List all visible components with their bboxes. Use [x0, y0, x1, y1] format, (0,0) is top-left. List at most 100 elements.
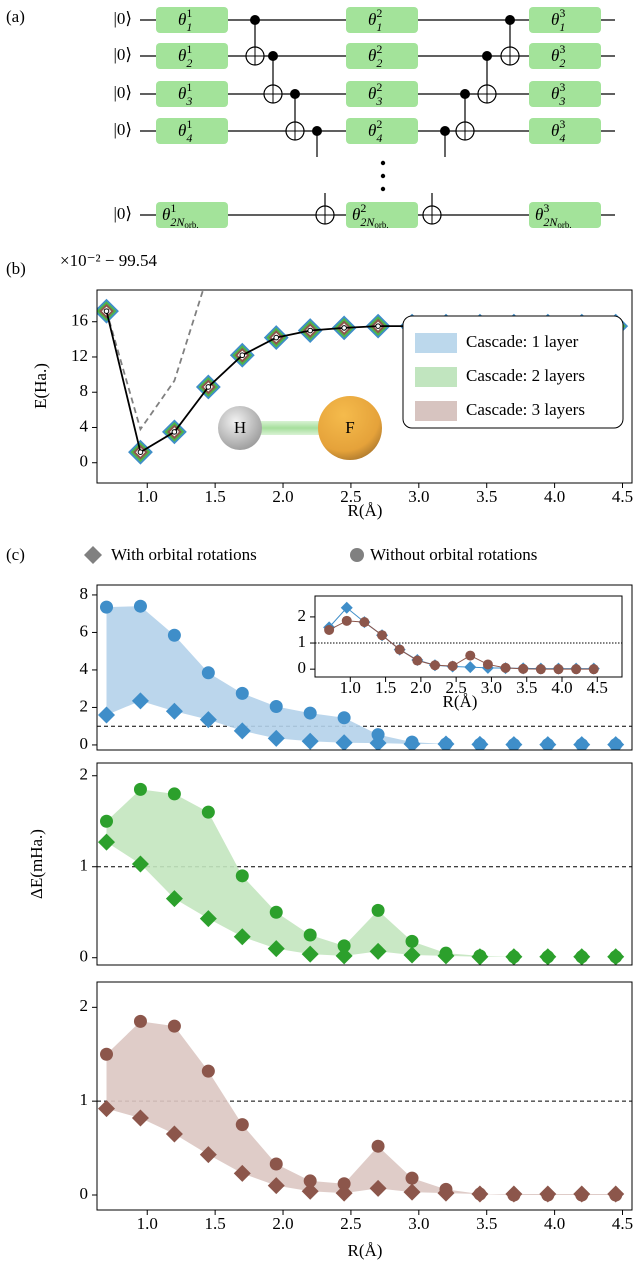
ket: |0⟩ — [113, 204, 132, 223]
circle-marker — [359, 617, 370, 628]
circle-marker — [201, 805, 215, 819]
y-tick-label: 8 — [80, 381, 89, 400]
plot-area — [97, 1014, 632, 1203]
diamond-marker — [98, 706, 116, 724]
circle-marker — [337, 711, 351, 725]
gate-qubit: 2N — [360, 215, 375, 229]
circle-marker — [269, 905, 283, 919]
diamond-marker — [369, 1179, 387, 1197]
circle-marker — [412, 655, 423, 666]
gate-layer: 1 — [186, 42, 192, 56]
atom-label: H — [234, 418, 246, 437]
circle-marker — [507, 950, 521, 964]
ellipsis-dot — [380, 160, 386, 166]
series-line — [105, 290, 205, 432]
gate-layer: 3 — [559, 80, 565, 94]
x-tick-label: 2.5 — [446, 678, 467, 697]
x-tick-label: 3.5 — [476, 1214, 497, 1233]
panel-label: (c) — [6, 545, 25, 564]
y-tick-label: 1 — [298, 632, 307, 651]
gate — [529, 43, 601, 69]
gate — [529, 118, 601, 144]
plot-frame — [96, 981, 633, 1211]
gate-label: θ2 1 — [368, 6, 382, 34]
circle-marker — [575, 950, 589, 964]
diamond-marker — [131, 692, 149, 710]
ket: |0⟩ — [113, 45, 132, 64]
diamond-marker — [301, 945, 319, 963]
y-tick-label: 2 — [80, 996, 89, 1015]
circle-marker — [439, 946, 453, 960]
gate — [529, 81, 601, 107]
gate-symbol: θ — [178, 46, 186, 65]
gate-qubit: 1 — [376, 20, 382, 34]
gate-qubit: 2 — [376, 56, 382, 70]
y-tick-label: 0 — [80, 734, 89, 753]
circle-marker — [167, 1019, 181, 1033]
gate-symbol: θ — [551, 10, 559, 29]
gate-qubit: 2 — [559, 56, 565, 70]
x-tick-label: 4.0 — [544, 1214, 565, 1233]
atom-f — [318, 396, 382, 460]
circle-marker — [535, 664, 546, 675]
circle-marker — [609, 950, 623, 964]
y-tick-label: 8 — [80, 584, 89, 603]
ellipsis-dot — [380, 173, 386, 179]
circle-marker — [371, 903, 385, 917]
circle-marker — [371, 1139, 385, 1153]
x-tick-label: 2.5 — [340, 1214, 361, 1233]
circle-marker — [377, 630, 388, 641]
control-dot — [505, 15, 515, 25]
circle-marker — [100, 600, 114, 614]
circle-marker — [609, 1188, 623, 1202]
gate-layer: 3 — [559, 6, 565, 20]
plot-frame — [96, 289, 633, 484]
point-marker — [239, 352, 246, 359]
circle-marker — [235, 686, 249, 700]
ket: |0⟩ — [113, 83, 132, 102]
circle-marker — [507, 1188, 521, 1202]
y-tick-label: 12 — [71, 346, 88, 365]
circle-marker — [541, 1188, 555, 1202]
x-axis-label: R(Å) — [348, 501, 383, 520]
x-tick-label: 3.5 — [476, 487, 497, 506]
circle-marker — [571, 664, 582, 675]
point-marker — [307, 327, 313, 334]
gate-label: θ3 1 — [551, 6, 565, 34]
circle-marker — [405, 735, 419, 749]
legend-diamond — [84, 546, 102, 564]
gate-qubit: 4 — [559, 131, 565, 145]
x-tick-label: 4.5 — [612, 1214, 633, 1233]
gate-label: θ1 4 — [178, 117, 192, 145]
y-tick-label: 2 — [298, 606, 307, 625]
diamond-marker — [165, 1125, 183, 1143]
circle-marker — [575, 1188, 589, 1202]
circle-marker — [429, 660, 440, 671]
gate-symbol: θ — [178, 10, 186, 29]
circle-marker — [201, 1064, 215, 1078]
diamond-marker — [403, 1183, 421, 1201]
circle-marker — [133, 599, 147, 613]
circle-marker — [439, 1182, 453, 1196]
control-dot — [312, 126, 322, 136]
circle-marker — [507, 738, 521, 750]
circle-marker — [341, 615, 352, 626]
control-dot — [440, 126, 450, 136]
gate-qubit: 2N — [170, 215, 185, 229]
point-marker — [341, 325, 347, 331]
gate-layer: 2 — [360, 201, 366, 215]
y-axis-label: ΔE(mHa.) — [27, 829, 46, 899]
circle-marker — [201, 666, 215, 680]
plot-frame — [96, 762, 633, 966]
gate-label: θ1 2Norb. — [162, 201, 199, 230]
gate-label: θ2 2 — [368, 42, 382, 70]
gate-label: θ3 2 — [551, 42, 565, 70]
circle-marker — [575, 738, 589, 750]
point-marker — [137, 449, 144, 455]
circle-marker — [303, 706, 317, 720]
circle-marker — [588, 664, 599, 675]
y-tick-label: 0 — [80, 947, 89, 966]
series-line — [328, 620, 594, 670]
diamond-marker — [267, 940, 285, 958]
